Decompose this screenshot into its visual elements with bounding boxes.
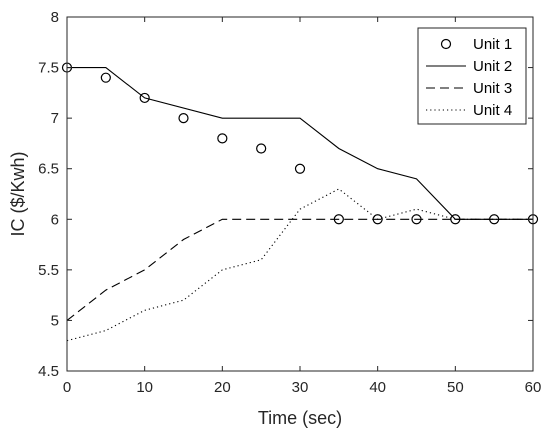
- y-tick-label: 6.5: [38, 161, 59, 178]
- unit-4-line: [66, 188, 533, 342]
- legend-label-unit-4: Unit 4: [473, 102, 512, 119]
- y-tick-label: 8: [51, 9, 59, 26]
- x-tick-label: 20: [214, 379, 231, 396]
- legend-box: [417, 27, 527, 125]
- unit-1-marker: [139, 92, 150, 104]
- legend: Unit 1 Unit 2 Unit 3 Unit 4: [417, 27, 527, 125]
- unit-1-marker: [100, 72, 111, 83]
- ticks: 0 10 20 30 40 50 60 4.5 5 5.5 6 6.5 7 7.5 8: [38, 9, 541, 396]
- x-axis-label: Time (sec): [258, 408, 342, 428]
- y-tick-label: 4.5: [38, 363, 59, 380]
- unit-1-marker: [294, 163, 306, 174]
- legend-marker-unit-1: [440, 38, 452, 50]
- x-tick-label: 0: [63, 379, 71, 396]
- y-tick-label: 7: [51, 110, 59, 127]
- y-tick-label: 5.5: [38, 262, 59, 279]
- x-tick-label: 40: [369, 379, 386, 396]
- unit-1-marker: [178, 113, 189, 124]
- legend-label-unit-1: Unit 1: [473, 36, 512, 53]
- legend-label-unit-3: Unit 3: [473, 80, 512, 97]
- y-axis-label: IC ($/Kwh): [8, 151, 28, 236]
- x-tick-label: 60: [525, 379, 542, 396]
- legend-label-unit-2: Unit 2: [473, 58, 512, 75]
- x-tick-label: 30: [292, 379, 309, 396]
- unit-1-marker: [217, 133, 228, 144]
- x-tick-label: 50: [447, 379, 464, 396]
- unit-1-marker: [256, 143, 267, 154]
- unit-3-line: [66, 218, 533, 321]
- y-tick-label: 6: [51, 211, 59, 228]
- x-tick-label: 10: [136, 379, 153, 396]
- series-layer: [61, 62, 539, 342]
- y-tick-label: 7.5: [38, 60, 59, 77]
- unit-2-line: [67, 67, 533, 220]
- y-tick-label: 5: [51, 312, 59, 329]
